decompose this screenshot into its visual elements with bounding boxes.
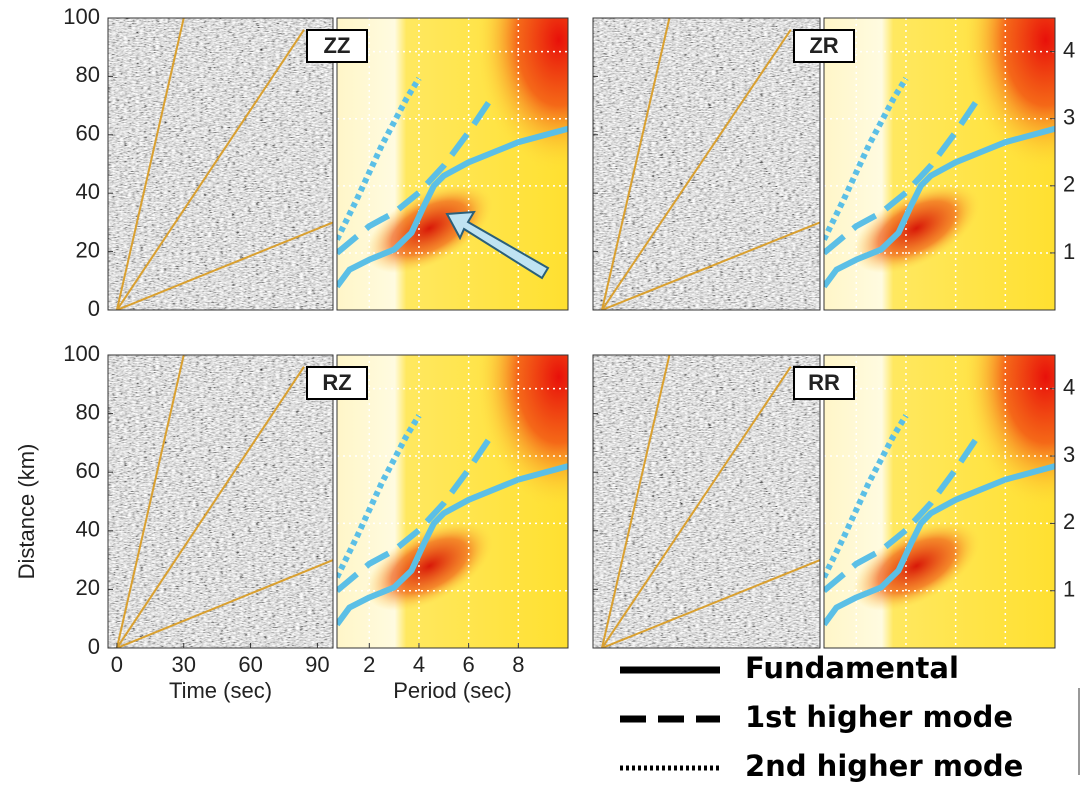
legend-label: Fundamental bbox=[745, 651, 959, 685]
reference-line bbox=[116, 221, 333, 310]
y-tick-label: 60 bbox=[76, 458, 100, 483]
y-tick-label: 0 bbox=[88, 296, 100, 321]
panel-label-box bbox=[306, 366, 368, 400]
dispersion-frame bbox=[336, 17, 569, 311]
panel-label-box bbox=[793, 29, 855, 63]
y-tick-label: 100 bbox=[63, 4, 100, 29]
dispersion-image bbox=[337, 355, 568, 648]
dispersion-curve bbox=[824, 463, 1055, 627]
reference-lines bbox=[601, 355, 820, 648]
y-tick-label: 60 bbox=[76, 121, 100, 146]
dispersion-curve bbox=[337, 463, 568, 627]
dispersion-image bbox=[824, 18, 1055, 310]
reference-line bbox=[601, 366, 792, 648]
seismogram-background bbox=[593, 355, 820, 648]
x-tick-label: 8 bbox=[512, 652, 524, 677]
arrow bbox=[445, 210, 550, 280]
dispersion-curve bbox=[337, 93, 496, 256]
y2-tick-label: 1 bbox=[1063, 577, 1075, 602]
y2-tick-label: 3 bbox=[1063, 105, 1075, 130]
seismogram-frame bbox=[107, 354, 334, 649]
x-tick-label: 0 bbox=[111, 652, 123, 677]
x-tick-label: 60 bbox=[238, 652, 262, 677]
panels: 0 20 40 60 80 100 ZZ 1 2 3 4 ZR 0 20 40 60 80 100 RZ 0 30 60 9… bbox=[14, 4, 1075, 703]
seismogram-frame bbox=[107, 17, 334, 311]
reference-line bbox=[601, 221, 820, 310]
y-tick-label: 20 bbox=[76, 575, 100, 600]
y-tick-label: 20 bbox=[76, 237, 100, 262]
y-tick-label: 100 bbox=[63, 341, 100, 366]
heat-band bbox=[366, 183, 493, 274]
dispersion-curve bbox=[824, 93, 983, 256]
reference-lines bbox=[601, 18, 820, 310]
reference-line bbox=[115, 18, 185, 310]
x-tick-label: 90 bbox=[305, 652, 329, 677]
seismogram-background bbox=[593, 18, 820, 310]
seismogram-frame bbox=[592, 354, 821, 649]
dispersion-frame bbox=[823, 354, 1056, 649]
y-tick-label: 80 bbox=[76, 399, 100, 424]
y2-tick-label: 4 bbox=[1063, 374, 1075, 399]
reference-line bbox=[601, 355, 671, 648]
seismogram-background bbox=[108, 18, 333, 310]
x-tick-label: 30 bbox=[172, 652, 196, 677]
y2-tick-label: 2 bbox=[1063, 172, 1075, 197]
dispersion-curve bbox=[337, 414, 422, 579]
panel: 0 20 40 60 80 100 ZZ bbox=[63, 4, 569, 321]
panel-label-box bbox=[793, 366, 855, 400]
y-tick-label: 80 bbox=[76, 62, 100, 87]
y-tick-label: 40 bbox=[76, 179, 100, 204]
panel-label: ZR bbox=[809, 33, 838, 58]
y2-tick-label: 1 bbox=[1063, 239, 1075, 264]
y2-tick-label: 3 bbox=[1063, 442, 1075, 467]
legend-label: 1st higher mode bbox=[745, 700, 1013, 734]
panel-label: ZZ bbox=[324, 33, 351, 58]
heat-band bbox=[853, 183, 980, 274]
dispersion-curve bbox=[824, 430, 983, 594]
dispersion-curve bbox=[337, 125, 568, 289]
panel-label: RR bbox=[808, 370, 840, 395]
dispersion-image bbox=[824, 355, 1055, 648]
legend: Fundamental 1st higher mode 2nd higher mod… bbox=[620, 651, 1023, 783]
x-tick-label: 6 bbox=[463, 652, 475, 677]
panel: 1 2 3 4 RR bbox=[592, 354, 1075, 649]
y2-tick-label: 2 bbox=[1063, 509, 1075, 534]
panel: 1 2 3 4 ZR bbox=[592, 17, 1075, 311]
x-axis-label: Time (sec) bbox=[169, 678, 272, 703]
reference-line bbox=[116, 559, 333, 648]
seismogram-background bbox=[108, 355, 333, 648]
reference-line bbox=[115, 355, 185, 648]
y-tick-label: 0 bbox=[88, 634, 100, 659]
x-tick-label: 4 bbox=[413, 652, 425, 677]
panel: 0 20 40 60 80 100 RZ 0 30 60 90 2 4 6 8 Time (sec) Perio… bbox=[14, 341, 569, 703]
x-tick-label: 2 bbox=[363, 652, 375, 677]
heat-band bbox=[366, 520, 493, 611]
seismogram-frame bbox=[592, 17, 821, 311]
reference-line bbox=[116, 366, 305, 648]
y-tick-label: 40 bbox=[76, 517, 100, 542]
dispersion-curve bbox=[337, 76, 422, 241]
x-axis-label: Period (sec) bbox=[393, 678, 512, 703]
reference-lines bbox=[115, 355, 333, 648]
panel-label-box bbox=[306, 29, 368, 63]
y2-tick-label: 4 bbox=[1063, 37, 1075, 62]
legend-label: 2nd higher mode bbox=[745, 749, 1023, 783]
dispersion-curve bbox=[337, 430, 496, 594]
reference-line bbox=[601, 29, 792, 310]
dispersion-frame bbox=[823, 17, 1056, 311]
dispersion-curve bbox=[824, 125, 1055, 289]
panel-label: RZ bbox=[322, 370, 351, 395]
reference-line bbox=[601, 18, 671, 310]
dispersion-curve bbox=[824, 76, 909, 241]
heat-band bbox=[853, 520, 980, 611]
dispersion-curve bbox=[824, 414, 909, 579]
reference-lines bbox=[115, 18, 333, 310]
y-axis-label: Distance (km) bbox=[14, 444, 39, 580]
dispersion-frame bbox=[336, 354, 569, 649]
reference-line bbox=[116, 29, 305, 310]
reference-line bbox=[601, 559, 820, 648]
